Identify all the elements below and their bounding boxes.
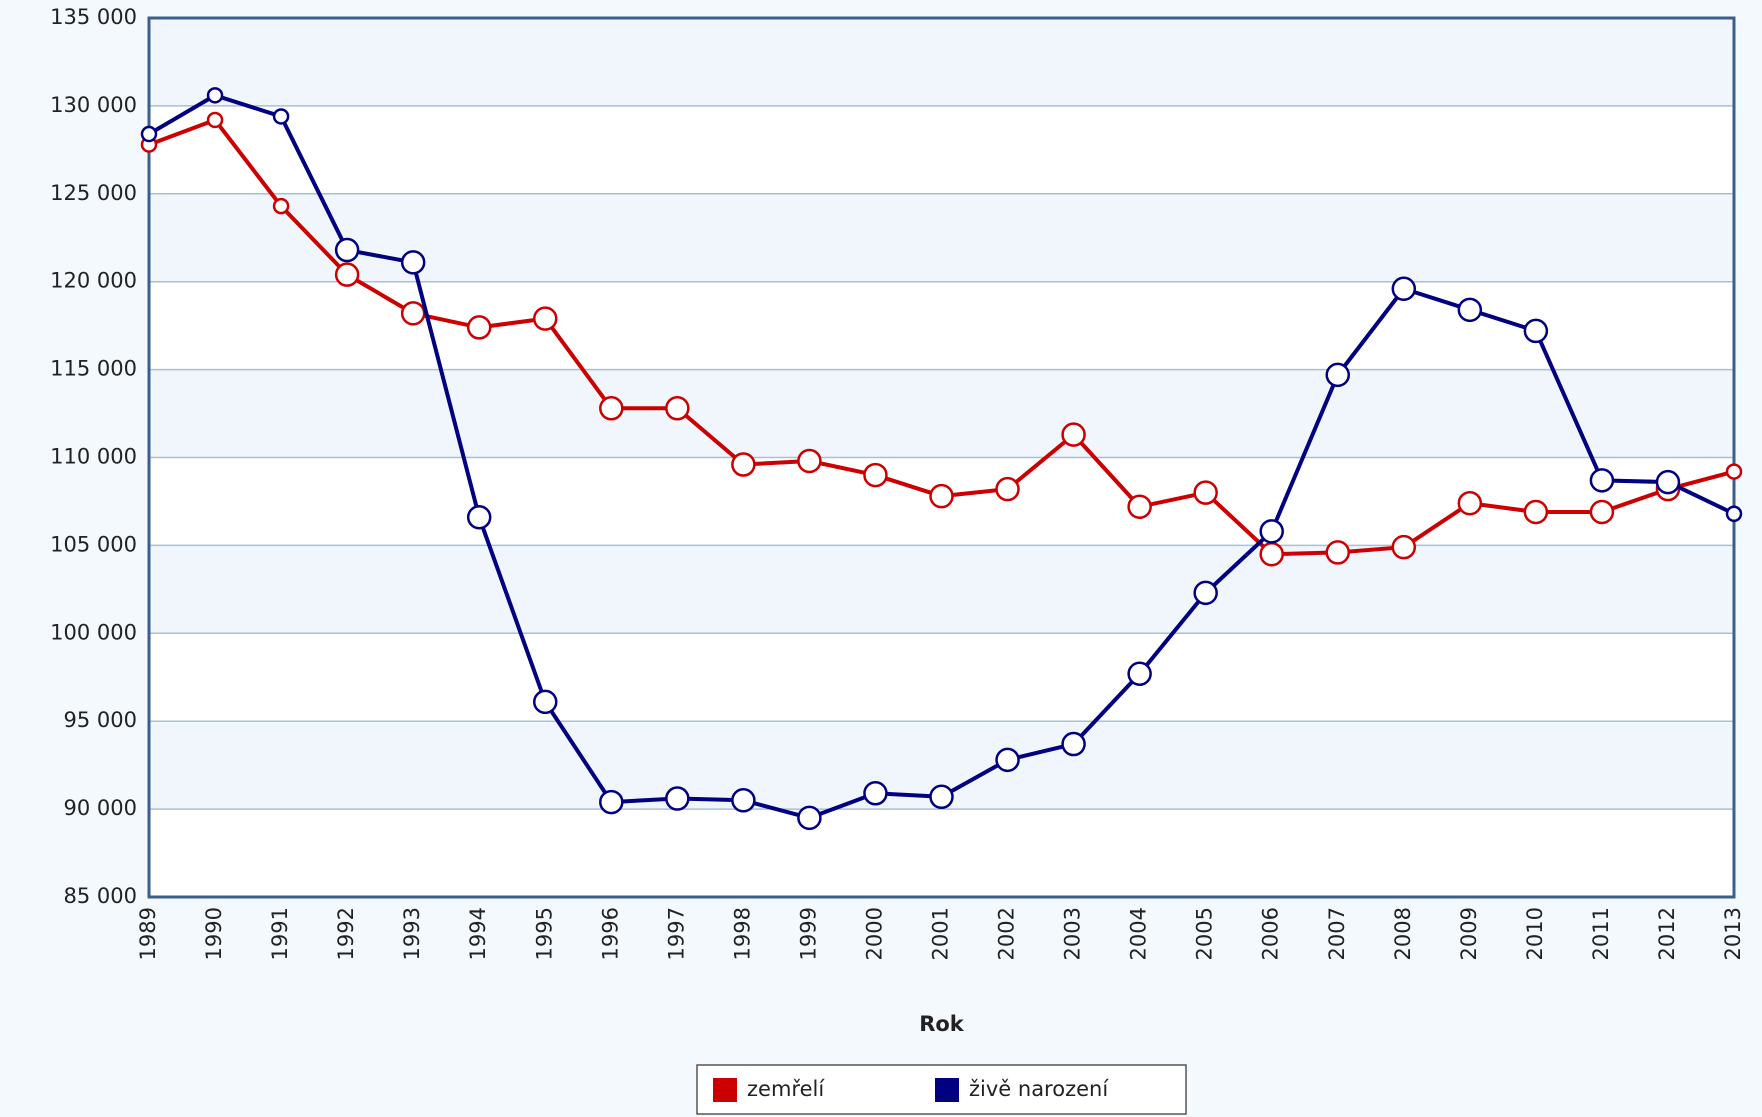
band — [149, 281, 1734, 370]
plot-border — [147, 16, 1736, 899]
point — [400, 301, 426, 326]
point — [1259, 541, 1284, 567]
x-tick-label: 2004 — [1127, 907, 1151, 960]
point — [400, 250, 426, 275]
x-tick-label: 2007 — [1325, 907, 1349, 960]
point — [1391, 276, 1417, 301]
band — [149, 633, 1734, 722]
point — [1457, 297, 1483, 323]
x-tick-label: 1990 — [202, 907, 226, 960]
point — [599, 789, 624, 815]
point — [1589, 468, 1615, 493]
point — [466, 315, 492, 340]
point — [206, 87, 224, 104]
point — [334, 262, 360, 287]
point — [272, 108, 290, 125]
point — [533, 689, 558, 715]
point — [665, 396, 690, 421]
x-tick-label: 1995 — [532, 907, 556, 960]
point — [1523, 318, 1549, 344]
x-tick-label: 2010 — [1523, 907, 1547, 960]
x-tick-label: 1992 — [334, 907, 358, 960]
point — [995, 747, 1020, 773]
x-tick-label: 2013 — [1721, 907, 1745, 960]
band — [149, 369, 1734, 458]
point — [665, 786, 690, 811]
x-tick-label: 2012 — [1655, 907, 1679, 960]
x-tick-label: 2011 — [1589, 907, 1613, 960]
legend-swatch — [713, 1078, 737, 1102]
point — [1259, 519, 1284, 544]
x-tick-label: 1998 — [730, 907, 754, 960]
band — [149, 545, 1734, 634]
point — [1725, 505, 1743, 523]
point — [1061, 422, 1086, 447]
point — [1589, 499, 1615, 525]
point — [1325, 362, 1350, 388]
x-tick-label: 2002 — [995, 907, 1019, 960]
x-tick-label: 2005 — [1193, 907, 1217, 960]
point — [1127, 661, 1152, 686]
x-tick-label: 2006 — [1259, 907, 1283, 960]
point — [731, 452, 756, 477]
y-tick-label: 110 000 — [50, 445, 137, 469]
x-tick-label: 1991 — [268, 907, 292, 960]
point — [1127, 494, 1152, 519]
x-tick-label: 1994 — [466, 907, 490, 960]
x-tick-label: 2000 — [862, 907, 886, 960]
x-tick-label: 2009 — [1457, 907, 1481, 960]
point — [929, 784, 954, 810]
legend-swatch — [935, 1078, 959, 1102]
point — [995, 476, 1020, 502]
point — [1725, 463, 1743, 480]
point — [731, 788, 756, 813]
y-tick-label: 100 000 — [50, 620, 137, 644]
point — [206, 111, 224, 129]
y-tick-label: 85 000 — [64, 884, 137, 908]
y-tick-label: 130 000 — [50, 93, 137, 117]
point — [929, 483, 954, 509]
point — [140, 125, 158, 143]
point — [1193, 580, 1218, 606]
point — [1457, 490, 1483, 516]
point — [599, 396, 624, 421]
y-tick-label: 120 000 — [50, 269, 137, 293]
legend-label: živě narození — [969, 1077, 1109, 1101]
band — [149, 105, 1734, 194]
x-tick-label: 2001 — [929, 907, 953, 960]
x-tick-label: 2008 — [1391, 907, 1415, 960]
point — [272, 197, 290, 215]
legend-label: zemřelí — [747, 1077, 825, 1101]
x-tick-label: 1996 — [598, 907, 622, 960]
x-axis-label: Rok — [919, 1012, 965, 1036]
point — [533, 306, 558, 331]
point — [1325, 540, 1350, 565]
point — [1655, 469, 1681, 495]
band — [149, 18, 1734, 106]
point — [863, 462, 888, 488]
y-tick-label: 115 000 — [50, 357, 137, 381]
y-tick-label: 90 000 — [64, 796, 137, 820]
x-tick-label: 2003 — [1061, 907, 1085, 960]
x-tick-label: 1993 — [400, 907, 424, 960]
point — [1523, 499, 1549, 525]
y-tick-label: 135 000 — [50, 5, 137, 29]
point — [863, 781, 888, 806]
x-tick-label: 1997 — [664, 907, 688, 960]
point — [797, 448, 822, 474]
band — [149, 809, 1734, 897]
x-tick-label: 1989 — [136, 907, 160, 960]
point — [797, 805, 822, 831]
y-tick-label: 125 000 — [50, 181, 137, 205]
y-tick-label: 95 000 — [64, 708, 137, 732]
point — [1193, 480, 1218, 505]
point — [334, 237, 360, 263]
band — [149, 193, 1734, 282]
x-tick-label: 1999 — [796, 907, 820, 960]
y-tick-label: 105 000 — [50, 532, 137, 556]
point — [466, 505, 492, 530]
point — [1061, 731, 1086, 757]
point — [1391, 534, 1417, 560]
